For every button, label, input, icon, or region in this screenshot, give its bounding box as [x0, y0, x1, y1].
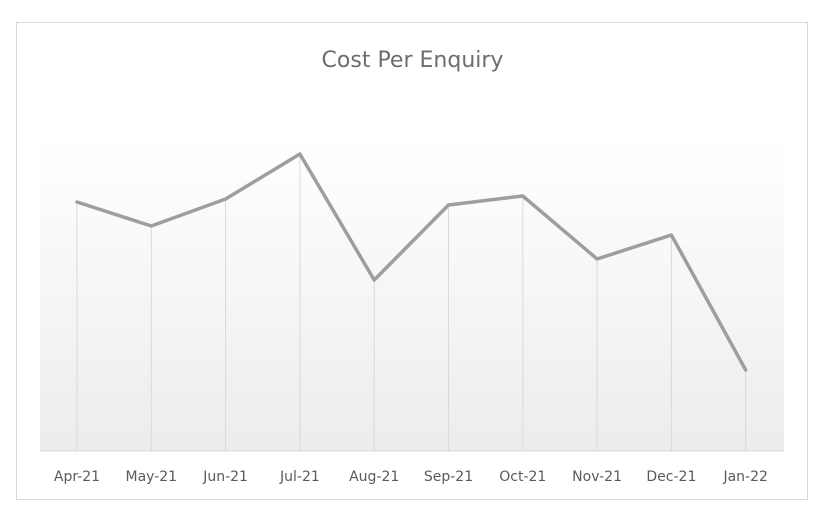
series-line: [75, 152, 748, 372]
x-tick-label: Sep-21: [424, 469, 473, 485]
x-tick-label: Dec-21: [646, 469, 696, 485]
x-tick-label: May-21: [126, 469, 178, 485]
plot-area-gradient: [40, 140, 784, 451]
x-tick-label: Aug-21: [349, 469, 399, 485]
x-tick-label: Nov-21: [572, 469, 622, 485]
x-tick-label: Oct-21: [499, 469, 546, 485]
chart-title: Cost Per Enquiry: [321, 48, 504, 73]
x-tick-label: Jun-21: [202, 469, 248, 485]
x-tick-label: Jul-21: [279, 469, 320, 485]
x-tick-label: Jan-22: [722, 469, 767, 485]
x-tick-label: Apr-21: [54, 469, 100, 485]
